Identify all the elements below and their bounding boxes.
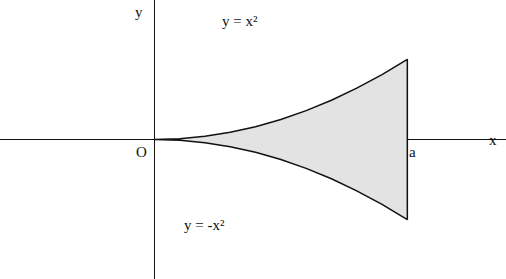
- svg-text:y: y: [135, 4, 143, 20]
- svg-text:a: a: [409, 144, 416, 160]
- svg-text:x: x: [489, 132, 497, 148]
- svg-text:y = x²: y = x²: [222, 13, 258, 29]
- svg-text:y = -x²: y = -x²: [184, 217, 225, 233]
- svg-text:O: O: [136, 144, 147, 160]
